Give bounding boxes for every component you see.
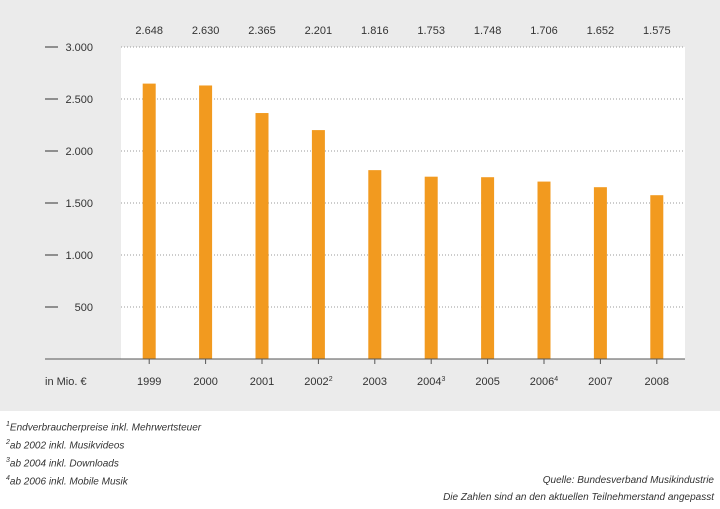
bar: [537, 181, 551, 359]
y-tick-label: 500: [75, 302, 93, 314]
data-label: 1.706: [530, 25, 558, 37]
bar: [311, 130, 325, 359]
x-tick-label: 2007: [588, 376, 612, 388]
y-tick-label: 3.000: [65, 42, 93, 54]
bars: [142, 83, 664, 359]
x-tick-label: 2003: [363, 376, 387, 388]
unit-label: in Mio. €: [45, 376, 87, 388]
x-tick-label: 2008: [645, 376, 669, 388]
footnote-1: 1Endverbraucherpreise inkl. Mehrwertsteu…: [6, 421, 201, 433]
data-label: 1.816: [361, 25, 389, 37]
y-tick-label: 2.500: [65, 94, 93, 106]
y-tick-label: 1.000: [65, 250, 93, 262]
y-tick-label: 2.000: [65, 146, 93, 158]
x-tick-label: 2001: [250, 376, 274, 388]
source-line-2: Die Zahlen sind an den aktuellen Teilneh…: [443, 492, 714, 503]
source-line-1: Quelle: Bundesverband Musikindustrie: [542, 475, 714, 486]
bar: [481, 177, 495, 359]
footnote-mark: 2: [6, 439, 10, 446]
data-label: 2.365: [248, 25, 276, 37]
bar: [142, 83, 156, 359]
value-labels: 2.648 2.630 2.365 2.201 1.816 1.753 1.748 1.706…: [135, 25, 670, 37]
y-axis: 500 1.000 1.500 2.000 2.500 3.000: [45, 42, 93, 314]
data-label: 2.630: [192, 25, 220, 37]
bar: [650, 195, 664, 359]
x-tick-label: 20064: [530, 376, 558, 388]
footnote-3: 3ab 2004 inkl. Downloads: [6, 457, 119, 469]
bar: [368, 170, 382, 359]
grid-lines: [121, 46, 685, 308]
bar: [593, 187, 607, 359]
data-label: 1.652: [587, 25, 615, 37]
y-tick-label: 1.500: [65, 198, 93, 210]
footnote-2: 2ab 2002 inkl. Musikvideos: [6, 439, 124, 451]
footnote-text: Endverbraucherpreise inkl. Mehrwertsteue…: [9, 422, 202, 434]
footnote-text: ab 2006 inkl. Mobile Musik: [9, 476, 128, 488]
data-label: 1.753: [417, 25, 445, 37]
footnote-4: 4ab 2006 inkl. Mobile Musik: [6, 475, 128, 487]
x-tick-label: 20043: [417, 376, 445, 388]
x-tick-label: 2000: [193, 376, 217, 388]
chart-panel: 500 1.000 1.500 2.000 2.500 3.000 2.648 2.630 2…: [0, 0, 720, 411]
footnote-text: ab 2004 inkl. Downloads: [9, 458, 119, 470]
bar: [199, 85, 213, 359]
x-tick-label: 20022: [304, 376, 332, 388]
footnote-mark: 3: [6, 457, 10, 464]
x-axis: 1999 2000 2001 20022 2003 20043 2005 20064 2007 2…: [137, 359, 669, 388]
footnote-mark: 4: [6, 475, 10, 482]
footnote-mark: 1: [6, 421, 10, 428]
bar: [424, 176, 438, 359]
x-tick-label: 1999: [137, 376, 161, 388]
data-label: 2.201: [305, 25, 333, 37]
footnote-text: ab 2002 inkl. Musikvideos: [9, 440, 125, 452]
x-tick-label: 2005: [475, 376, 499, 388]
data-label: 2.648: [135, 25, 163, 37]
data-label: 1.748: [474, 25, 502, 37]
bar: [255, 113, 269, 359]
data-label: 1.575: [643, 25, 671, 37]
